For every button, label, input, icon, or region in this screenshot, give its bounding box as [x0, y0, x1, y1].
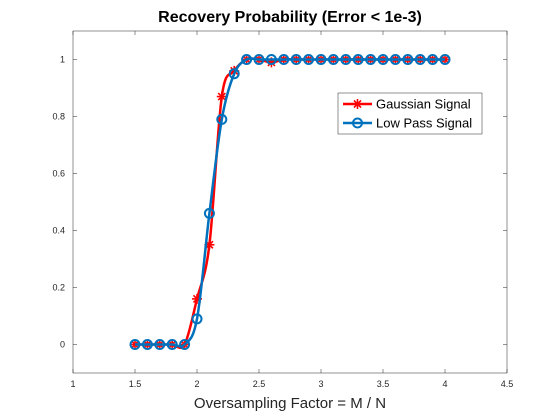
data-point — [253, 54, 265, 65]
asterisk-stroke — [353, 99, 362, 109]
data-point — [278, 54, 290, 65]
legend-label: Gaussian Signal — [376, 97, 471, 112]
legend-marker — [352, 117, 363, 129]
y-tick-label: 0 — [60, 340, 65, 350]
x-axis-label: Oversampling Factor = M / N — [194, 395, 386, 412]
data-point — [216, 113, 228, 125]
data-point — [402, 54, 414, 65]
data-point — [389, 54, 401, 65]
data-point — [315, 54, 327, 65]
y-tick-label: 1 — [60, 55, 65, 65]
data-point — [141, 339, 153, 350]
asterisk-stroke — [217, 92, 226, 101]
series-layer — [129, 54, 451, 350]
series-line — [135, 57, 445, 348]
y-tick-label: 0.8 — [52, 112, 65, 122]
data-point — [154, 339, 166, 350]
legend: Gaussian Signal Low Pass Signal — [337, 92, 483, 135]
data-point — [179, 339, 191, 350]
y-tick-label: 0.2 — [52, 283, 65, 293]
legend-entries: Gaussian Signal Low Pass Signal — [343, 97, 472, 131]
plot-area — [72, 30, 508, 374]
data-point — [327, 54, 339, 65]
data-point — [414, 54, 426, 65]
data-point — [129, 339, 141, 350]
chart-title: Recovery Probability (Error < 1e-3) — [158, 9, 422, 26]
legend-marker — [352, 99, 363, 109]
x-tick-label: 1.5 — [129, 379, 142, 389]
legend-box — [337, 92, 483, 135]
data-point — [241, 54, 253, 65]
data-point — [352, 54, 364, 65]
data-point — [377, 54, 389, 65]
legend-label: Low Pass Signal — [376, 116, 472, 131]
y-tick-label: 0.6 — [52, 169, 65, 179]
data-point — [216, 91, 227, 102]
data-point — [265, 54, 277, 65]
data-point — [340, 54, 352, 65]
data-point — [303, 54, 315, 65]
x-tick-label: 2 — [194, 379, 199, 389]
x-tick-label: 2.5 — [253, 379, 266, 389]
data-point — [365, 54, 377, 65]
data-point — [203, 207, 215, 219]
x-tick-label: 3 — [318, 379, 323, 389]
data-point — [290, 54, 302, 65]
data-point — [228, 68, 240, 80]
x-tick-label: 4.5 — [501, 379, 514, 389]
x-tick-label: 3.5 — [377, 379, 390, 389]
data-point — [427, 54, 439, 65]
x-tick-label: 4 — [442, 379, 447, 389]
y-tick-label: 0.4 — [52, 226, 65, 236]
asterisk-stroke — [205, 240, 214, 249]
x-tick-label: 1 — [70, 379, 75, 389]
series-low-pass-signal — [129, 54, 451, 350]
data-point — [166, 339, 178, 350]
data-point — [439, 54, 451, 65]
axis-ticks: 1 1.5 2 2.5 3 3.5 4 4.5 0 0.2 0.4 0.6 0.8 1 — [52, 31, 513, 389]
data-point — [191, 313, 203, 325]
